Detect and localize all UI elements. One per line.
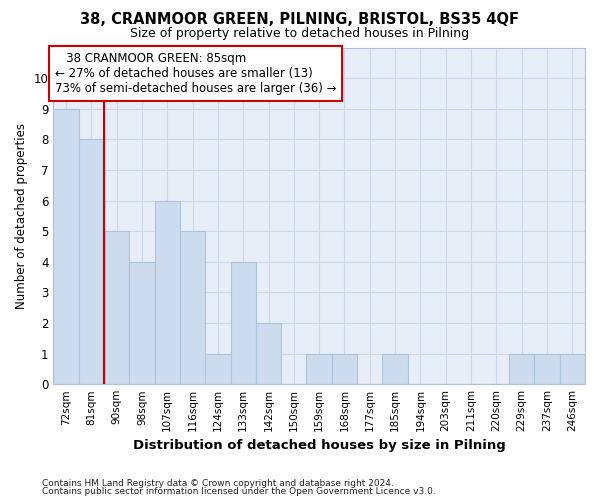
Bar — [155, 200, 180, 384]
Bar — [129, 262, 155, 384]
X-axis label: Distribution of detached houses by size in Pilning: Distribution of detached houses by size … — [133, 440, 506, 452]
Bar — [307, 354, 332, 384]
Bar — [230, 262, 256, 384]
Bar — [332, 354, 357, 384]
Bar — [79, 140, 104, 384]
Bar — [53, 108, 79, 384]
Bar — [256, 323, 281, 384]
Bar — [180, 231, 205, 384]
Y-axis label: Number of detached properties: Number of detached properties — [15, 123, 28, 309]
Bar — [205, 354, 230, 384]
Bar — [509, 354, 535, 384]
Text: Size of property relative to detached houses in Pilning: Size of property relative to detached ho… — [130, 28, 470, 40]
Text: Contains HM Land Registry data © Crown copyright and database right 2024.: Contains HM Land Registry data © Crown c… — [42, 478, 394, 488]
Text: 38 CRANMOOR GREEN: 85sqm
← 27% of detached houses are smaller (13)
73% of semi-d: 38 CRANMOOR GREEN: 85sqm ← 27% of detach… — [55, 52, 336, 95]
Text: Contains public sector information licensed under the Open Government Licence v3: Contains public sector information licen… — [42, 487, 436, 496]
Bar — [104, 231, 129, 384]
Bar — [382, 354, 408, 384]
Text: 38, CRANMOOR GREEN, PILNING, BRISTOL, BS35 4QF: 38, CRANMOOR GREEN, PILNING, BRISTOL, BS… — [80, 12, 520, 28]
Bar — [535, 354, 560, 384]
Bar — [560, 354, 585, 384]
